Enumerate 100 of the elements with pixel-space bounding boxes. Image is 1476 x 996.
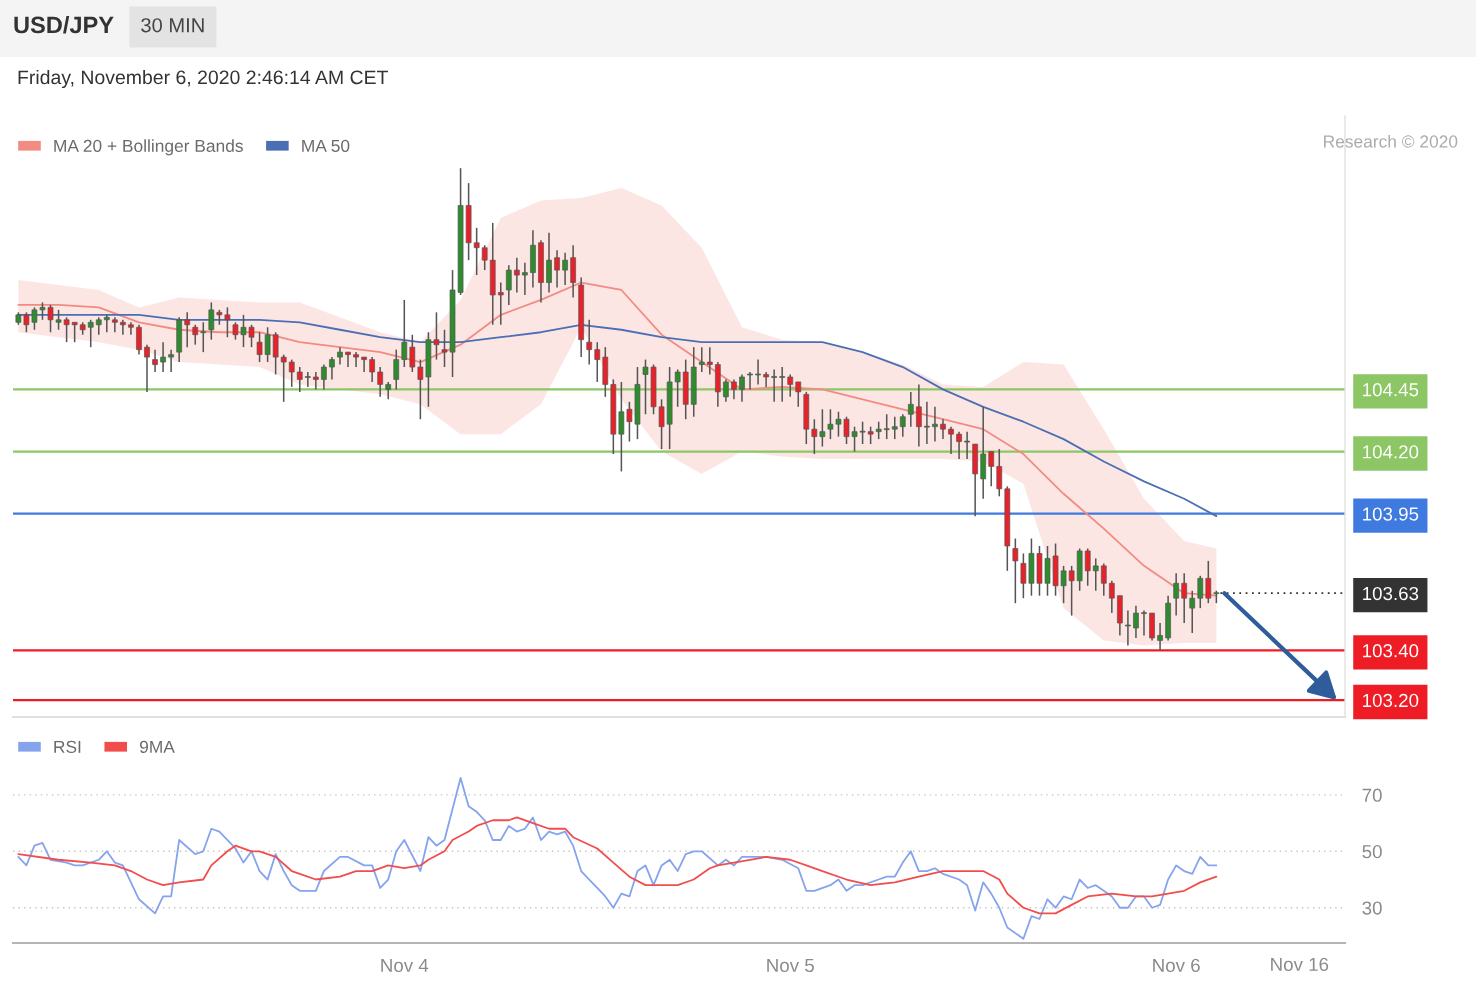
candlestick [899, 413, 906, 438]
line-series [17, 281, 1218, 597]
candlestick [1197, 575, 1204, 609]
candlestick [160, 341, 166, 373]
candlestick [522, 261, 528, 296]
candlestick [168, 348, 174, 373]
candlestick [313, 371, 319, 391]
y-tick-label: 104.20 [1363, 445, 1419, 459]
candlestick [996, 448, 1003, 498]
candlestick [136, 324, 142, 356]
candlestick [1157, 622, 1163, 652]
candlestick [1205, 560, 1212, 604]
text: Nov 16 [1271, 957, 1329, 972]
candlestick [152, 348, 158, 373]
candlestick [779, 366, 786, 403]
candlestick [771, 368, 777, 403]
candlestick [369, 356, 375, 383]
x-tick-label: Nov 4 [381, 958, 429, 973]
y-tick-label: 104.45 [1363, 383, 1419, 397]
candlestick [1141, 609, 1147, 637]
candlestick [940, 418, 946, 440]
candlestick [192, 324, 199, 346]
line-series [17, 777, 1218, 940]
candlestick [497, 281, 504, 326]
candlestick [321, 363, 327, 391]
candlestick [401, 299, 408, 368]
candlestick [924, 401, 930, 445]
candlestick [1100, 562, 1107, 597]
y-tick-label: 70 [1362, 788, 1382, 802]
candlestick [288, 358, 295, 388]
candlestick [731, 378, 737, 401]
candlestick [1181, 572, 1188, 624]
candlestick [795, 381, 802, 408]
candlestick [1108, 580, 1115, 614]
candlestick [932, 406, 938, 443]
candlestick [345, 351, 351, 368]
y-tick-label: 50 [1362, 845, 1382, 859]
candlestick [674, 368, 681, 408]
y-tick-label: 103.63 [1363, 586, 1419, 601]
candlestick [739, 373, 745, 403]
candlestick [1133, 604, 1139, 639]
candlestick [481, 244, 488, 271]
candlestick [1084, 547, 1091, 587]
x-tick-label: Nov 6 [1153, 958, 1200, 973]
candlestick [120, 319, 126, 336]
candlestick [586, 319, 593, 366]
candlestick [755, 358, 761, 386]
candlestick [763, 371, 769, 388]
candlestick [1173, 572, 1179, 617]
candlestick [361, 356, 367, 373]
legend-label: 9MA [139, 740, 175, 754]
candlestick [505, 264, 512, 306]
annotation: Research © 2020 [1324, 134, 1458, 148]
candlestick [473, 227, 480, 276]
y-tick-label: 103.20 [1363, 693, 1419, 708]
candlestick [883, 413, 890, 440]
candlestick [514, 256, 520, 294]
candlestick [329, 356, 335, 381]
candlestick [562, 251, 568, 286]
candlestick [747, 371, 753, 391]
candlestick [103, 314, 110, 334]
candlestick [594, 341, 601, 383]
y-tick-label: 30 [1362, 901, 1382, 915]
candlestick [184, 311, 191, 348]
candlestick [956, 430, 962, 460]
candlestick [723, 378, 729, 403]
y-tick-label: 103.40 [1363, 644, 1419, 658]
candlestick [200, 321, 207, 353]
candlestick [698, 346, 705, 373]
candlestick [128, 321, 134, 336]
candlestick [916, 383, 922, 448]
chart-subtitle: Friday, November 6, 2020 2:46:14 AM CET [18, 69, 388, 89]
x-tick-label: Nov 5 [767, 958, 814, 973]
candlestick [819, 408, 826, 448]
candlestick [891, 415, 898, 440]
candlestick [1012, 537, 1019, 604]
candlestick [208, 301, 215, 341]
candlestick [144, 343, 150, 393]
candlestick [353, 351, 359, 368]
candlestick [811, 418, 818, 455]
candlestick [272, 331, 279, 376]
candlestick [988, 450, 995, 488]
candlestick [112, 316, 118, 334]
candlestick [907, 391, 914, 428]
legend-label: MA 50 [302, 139, 350, 153]
candlestick [554, 249, 560, 289]
candlestick [546, 232, 552, 294]
candlestick [296, 366, 303, 393]
candlestick [1092, 557, 1099, 592]
candlestick [87, 319, 94, 348]
candlestick [304, 371, 311, 388]
chart-title: USD/JPY [14, 16, 114, 34]
candlestick [1125, 609, 1131, 647]
text: 30 MIN [141, 18, 204, 33]
y-tick-label: 103.95 [1363, 507, 1419, 521]
candlestick [393, 348, 400, 391]
legend-label: RSI [54, 740, 81, 754]
candlestick [706, 346, 713, 376]
candlestick [377, 366, 384, 398]
candlestick [1189, 589, 1196, 634]
